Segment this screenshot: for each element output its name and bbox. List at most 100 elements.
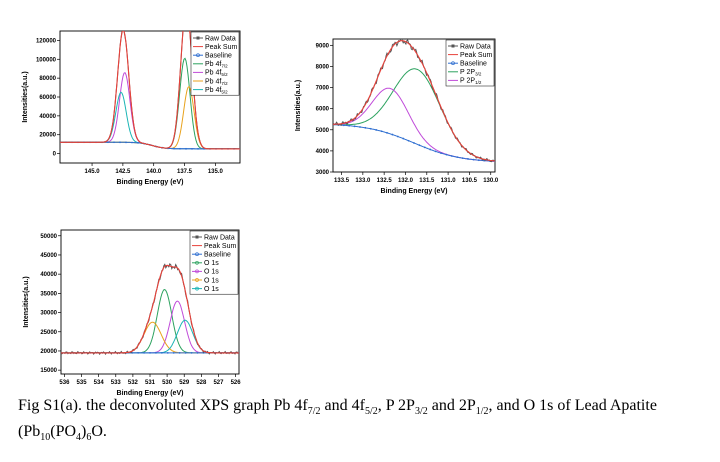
series-p4 xyxy=(60,91,240,150)
x-tick-label: 140.0 xyxy=(146,169,162,175)
baseline-marker xyxy=(125,141,127,144)
legend-marker xyxy=(195,269,199,274)
baseline-marker xyxy=(364,126,367,129)
x-axis-label: Binding Energy (eV) xyxy=(381,188,448,195)
caption-text: , P 2P xyxy=(377,397,415,414)
baseline-marker xyxy=(173,147,175,150)
x-tick-label: 130.0 xyxy=(483,178,499,184)
caption-text: , and O 1s of Lead Apatite (Pb xyxy=(18,397,657,441)
baseline-marker xyxy=(143,351,145,354)
baseline-marker xyxy=(445,153,448,156)
caption-subscript: 4 xyxy=(76,432,82,444)
baseline-marker xyxy=(380,130,383,133)
chart-p2p: 133.5 133.0 132.5 132.0 131.5 131.0 130.5 130.0… xyxy=(295,38,499,195)
x-tick-label: 532 xyxy=(128,380,139,386)
caption-text: and 2P xyxy=(427,397,476,414)
x-tick-label: 132.0 xyxy=(398,178,414,184)
baseline-marker xyxy=(461,157,464,160)
legend-label: Baseline xyxy=(460,61,487,68)
y-tick-label: 80000 xyxy=(39,76,56,82)
x-tick-label: 529 xyxy=(179,380,190,386)
legend-label: Raw Data xyxy=(204,234,235,241)
legend-label: Baseline xyxy=(205,53,232,60)
baseline-marker xyxy=(342,124,345,127)
baseline-marker xyxy=(477,159,480,162)
legend-label: Pb 4f7/2 xyxy=(205,61,228,69)
baseline-marker xyxy=(434,150,437,153)
y-tick-label: 8000 xyxy=(316,64,330,70)
baseline-marker xyxy=(353,125,356,128)
legend-marker xyxy=(451,44,455,48)
legend-label: Baseline xyxy=(204,252,231,259)
y-tick-label: 5000 xyxy=(316,128,330,134)
y-axis-label: Intensities(a.u.) xyxy=(295,80,302,131)
x-tick-label: 131.0 xyxy=(441,178,457,184)
series-p3 xyxy=(61,321,239,354)
baseline-marker xyxy=(402,137,405,140)
series-p2 xyxy=(333,87,495,162)
baseline-marker xyxy=(369,127,372,130)
caption-text: ) xyxy=(81,423,87,441)
legend-label: O 1s xyxy=(204,286,219,293)
series-sum xyxy=(61,264,239,354)
y-tick-label: 45000 xyxy=(40,253,57,259)
x-tick-label: 536 xyxy=(59,380,70,386)
baseline-marker xyxy=(149,351,151,354)
x-tick-label: 137.5 xyxy=(177,169,193,175)
caption-subscript: 1/2 xyxy=(475,406,489,418)
y-tick-label: 3000 xyxy=(316,170,330,176)
baseline-marker xyxy=(155,351,157,354)
baseline-marker xyxy=(179,147,181,150)
legend-label: Pb 4f5/2 xyxy=(205,87,228,95)
baseline-marker xyxy=(160,351,163,354)
y-tick-label: 25000 xyxy=(40,330,57,336)
baseline-marker xyxy=(418,144,421,147)
caption-text: Fig S1(a). the deconvoluted XPS graph Pb… xyxy=(18,397,308,414)
x-tick-label: 130.5 xyxy=(462,178,478,184)
y-tick-label: 20000 xyxy=(40,349,57,355)
baseline-marker xyxy=(185,147,187,150)
baseline-marker xyxy=(172,351,175,354)
legend-label: Peak Sum xyxy=(204,243,236,250)
series-p1 xyxy=(61,289,239,354)
series-p4 xyxy=(61,319,239,354)
baseline-marker xyxy=(429,148,432,151)
series-p3 xyxy=(60,85,240,150)
baseline-marker xyxy=(413,142,415,144)
y-tick-label: 100000 xyxy=(36,57,57,63)
legend-label: P 2P1/2 xyxy=(460,78,482,86)
series-sum xyxy=(333,40,495,162)
y-tick-label: 7000 xyxy=(316,86,330,92)
y-tick-label: 9000 xyxy=(316,43,330,49)
caption-text: and 4f xyxy=(320,397,365,414)
y-tick-label: 50000 xyxy=(40,234,57,240)
baseline-marker xyxy=(137,141,139,144)
baseline-marker xyxy=(107,141,109,144)
baseline-marker xyxy=(456,156,459,159)
y-tick-label: 40000 xyxy=(39,114,56,120)
caption-subscript: 5/2 xyxy=(364,406,378,418)
caption-subscript: 7/2 xyxy=(307,406,321,418)
legend-marker xyxy=(196,36,200,40)
x-tick-label: 132.5 xyxy=(377,178,393,184)
x-tick-label: 530 xyxy=(162,380,173,386)
caption-text: (PO xyxy=(50,423,77,441)
plot-area xyxy=(60,31,240,150)
chart-pb4f: 145.0 142.5 140.0 137.5 135.0 0 20000 40000 6000… xyxy=(22,30,241,186)
legend-label: Peak Sum xyxy=(460,52,492,59)
baseline-marker xyxy=(472,158,475,161)
plot-area xyxy=(61,263,239,356)
x-tick-label: 527 xyxy=(213,380,224,386)
plot-area xyxy=(333,39,495,163)
baseline-marker xyxy=(440,152,442,155)
legend-label: P 2P3/2 xyxy=(460,69,482,77)
y-tick-label: 30000 xyxy=(40,311,57,317)
baseline-marker xyxy=(137,351,140,354)
baseline-marker xyxy=(197,147,199,150)
legend-marker xyxy=(195,260,199,265)
x-tick-label: 535 xyxy=(77,380,88,386)
y-tick-label: 4000 xyxy=(316,149,330,155)
